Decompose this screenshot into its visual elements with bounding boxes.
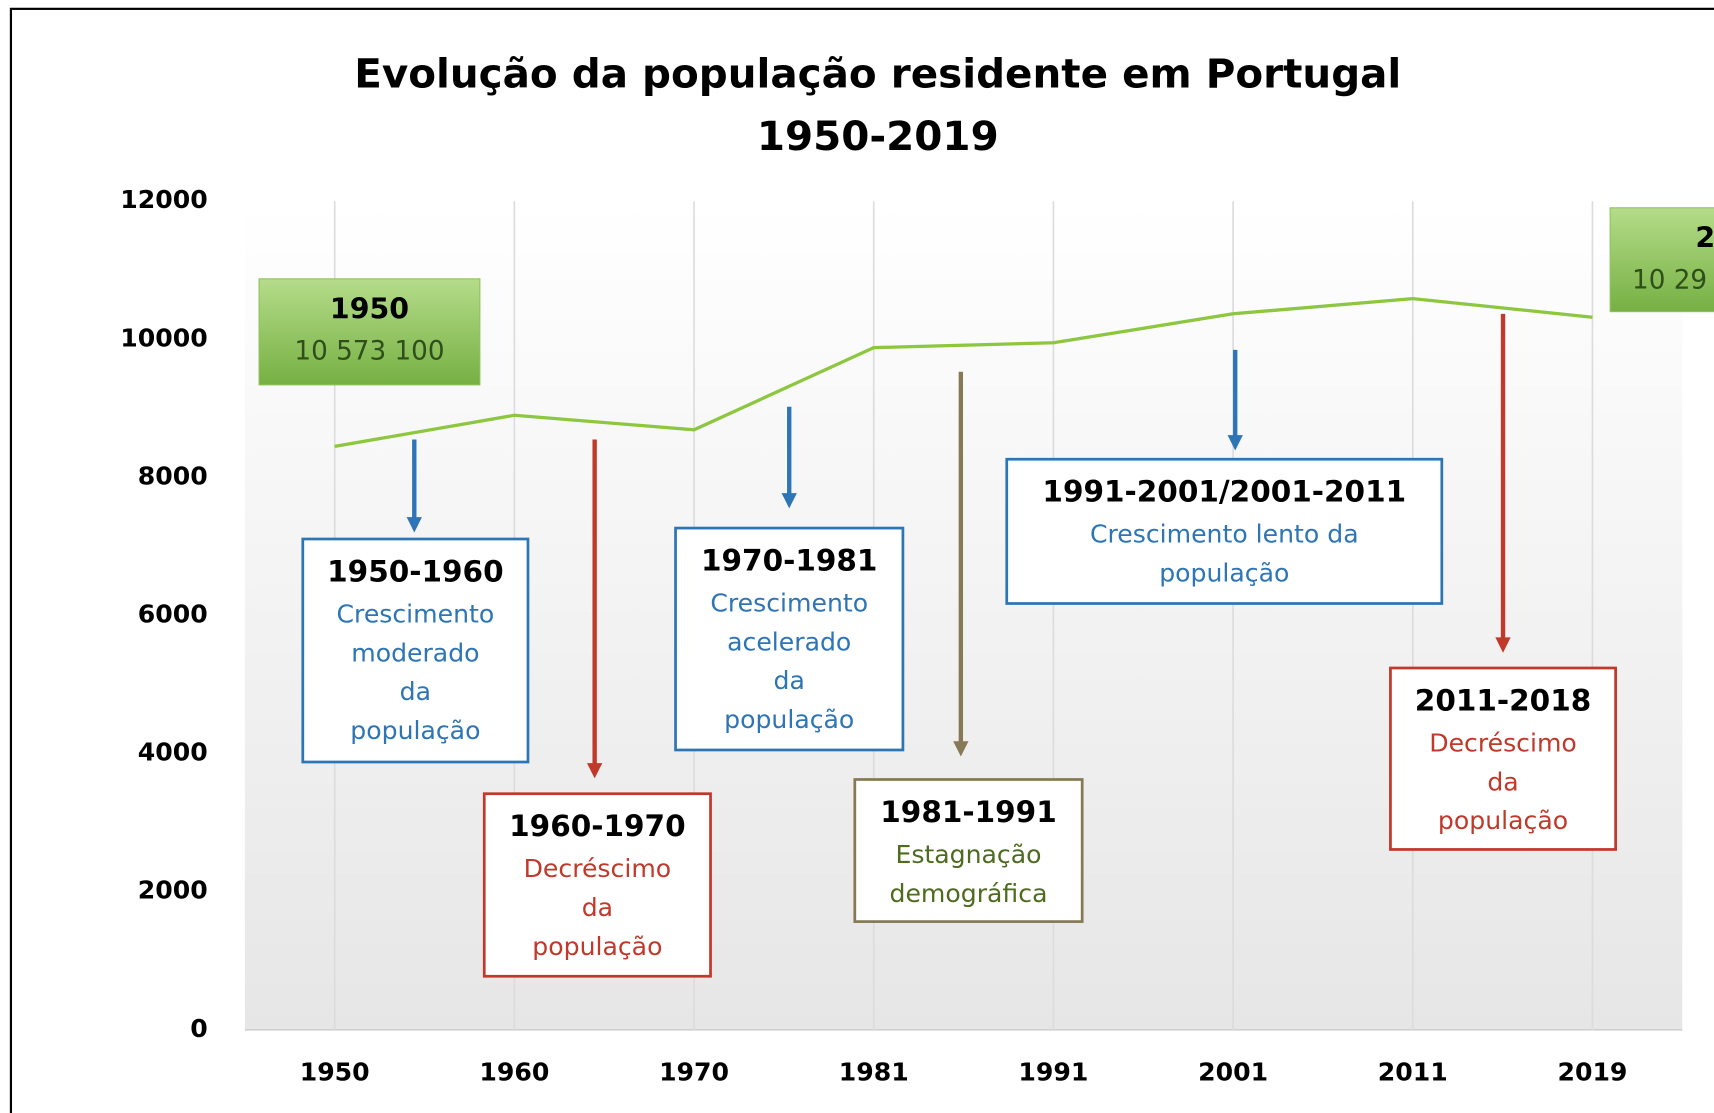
annotation-text: Crescimento lento da [1090,520,1359,549]
annotation-box [301,537,530,764]
y-tick-label: 6000 [138,600,208,629]
annotation-box [853,778,1084,923]
annotation-text: Decréscimo [524,854,672,883]
x-tick-label: 2001 [1198,1058,1268,1087]
chart-title: Evolução da população residente em Portu… [354,50,1401,98]
data-line [334,296,1593,448]
annotation-arrowhead [953,741,969,757]
annotation-text: população [1159,559,1289,588]
annotation-text: Crescimento [710,589,868,618]
y-tick-label: 2000 [138,876,208,905]
x-tick-label: 1960 [479,1058,549,1087]
x-tick-label: 1981 [839,1058,909,1087]
callout-year: 20 [1695,221,1714,254]
x-tick-label: 1991 [1018,1058,1088,1087]
x-tick-label: 1950 [300,1058,370,1087]
annotation-text: da [400,677,431,706]
annotation-text: demográfica [890,879,1048,908]
annotation-text: acelerado [727,627,851,656]
annotation-text: Estagnação [895,840,1041,869]
x-tick-label: 2019 [1557,1058,1627,1087]
y-tick-label: 8000 [138,461,208,490]
callout-year: 1950 [330,293,409,326]
annotation-period: 1970-1981 [701,543,877,577]
annotation-period: 1960-1970 [509,809,685,843]
annotation-period: 1981-1991 [880,795,1056,829]
annotation-text: da [774,666,805,695]
annotation-text: Crescimento [337,600,495,629]
callout-population: 10 29 [1632,266,1707,296]
annotation-period: 1950-1960 [327,554,503,588]
annotation-arrowhead [1227,435,1243,451]
annotation-text: população [1438,806,1568,835]
annotation-box [674,526,905,752]
y-tick-label: 10000 [120,323,207,352]
annotation-text: população [724,705,854,734]
annotation-text: moderado [351,638,479,667]
annotation-text: da [1487,767,1518,796]
x-tick-label: 1970 [659,1058,729,1087]
y-tick-label: 4000 [138,738,208,767]
y-tick-label: 12000 [120,185,207,214]
annotation-box [482,792,712,978]
annotation-text: população [532,932,662,961]
x-tick-label: 2011 [1378,1058,1448,1087]
annotation-arrowhead [1495,637,1511,653]
chart-subtitle: 1950-2019 [757,112,999,160]
callout-population: 10 573 100 [294,337,444,367]
annotation-arrowhead [406,517,422,533]
annotation-arrowhead [587,763,603,779]
annotation-text: da [582,893,613,922]
annotation-period: 1991-2001/2001-2011 [1042,475,1406,509]
y-tick-label: 0 [190,1014,207,1043]
annotation-arrowhead [781,493,797,509]
annotation-box [1389,666,1617,851]
annotation-period: 2011-2018 [1415,683,1591,717]
annotation-text: população [350,716,480,745]
annotation-text: Decréscimo [1429,729,1577,758]
callout-box [1609,207,1714,313]
annotation-box [1005,457,1444,605]
callout-box [258,278,481,386]
